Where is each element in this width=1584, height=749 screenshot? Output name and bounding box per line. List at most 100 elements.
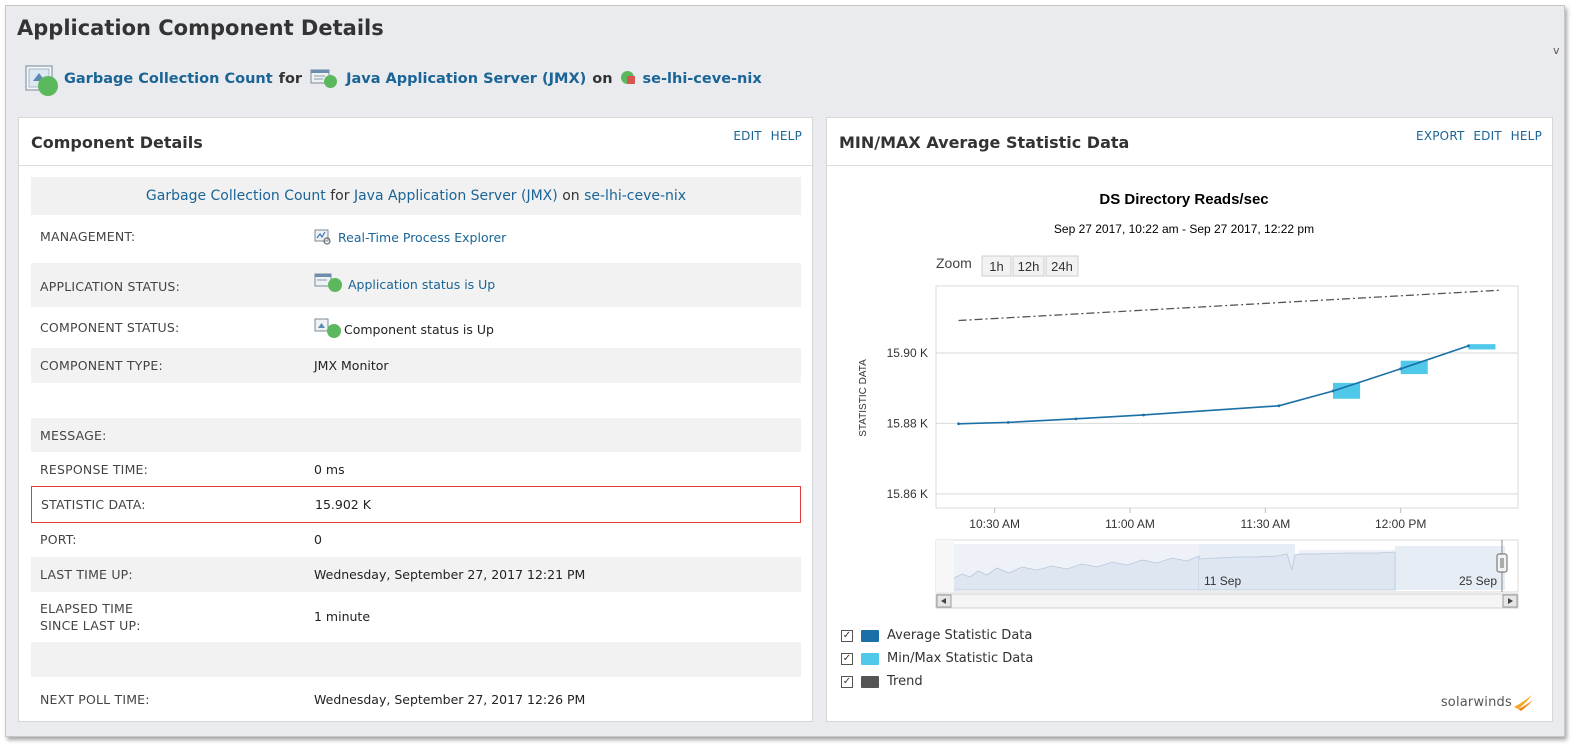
solarwinds-logo: solarwinds: [1441, 693, 1534, 711]
edit-button[interactable]: EDIT: [733, 129, 762, 143]
row-elapsed-time: ELAPSED TIME SINCE LAST UP: 1 minute: [31, 592, 801, 642]
grid-lines: [936, 352, 1518, 495]
export-button[interactable]: EXPORT: [1416, 129, 1465, 143]
legend-label: Min/Max Statistic Data: [887, 651, 1034, 666]
chart-subtitle: Sep 27 2017, 10:22 am - Sep 27 2017, 12:…: [1054, 222, 1314, 236]
application-status-icon: [314, 273, 344, 295]
row-value: 0: [314, 532, 322, 547]
row-value: Component status is Up: [314, 318, 494, 340]
help-button[interactable]: HELP: [1510, 129, 1542, 143]
zoom-label: Zoom: [936, 255, 972, 271]
chart-title: DS Directory Reads/sec: [1099, 191, 1268, 208]
breadcrumb: Garbage Collection Count for Java Applic…: [24, 62, 762, 96]
panel-header: MIN/MAX Average Statistic Data EXPORT ED…: [827, 118, 1552, 166]
row-next-poll-time: NEXT POLL TIME: Wednesday, September 27,…: [31, 677, 801, 717]
real-time-process-explorer-link[interactable]: Real-Time Process Explorer: [338, 229, 507, 245]
row-empty: [31, 642, 801, 677]
row-value: Wednesday, September 27, 2017 12:26 PM: [314, 692, 586, 707]
average-point: [1142, 413, 1145, 417]
row-value: 15.902 K: [315, 497, 371, 512]
panel-title: MIN/MAX Average Statistic Data: [839, 133, 1130, 152]
x-tick-label: 11:30 AM: [1240, 517, 1290, 531]
brand-wing-icon: [1514, 695, 1533, 711]
y-axis-label: STATISTIC DATA: [858, 359, 869, 437]
x-tick-label: 12:00 PM: [1375, 517, 1426, 531]
series-average: [957, 344, 1470, 426]
row-label: APPLICATION STATUS:: [40, 279, 180, 294]
row-message: MESSAGE:: [31, 418, 801, 452]
row-application-status: APPLICATION STATUS: Application status i…: [31, 263, 801, 307]
minmax-bar: [1333, 382, 1361, 399]
row-label: COMPONENT TYPE:: [40, 358, 163, 373]
chart-legend: ✓ Average Statistic Data ✓ Min/Max Stati…: [841, 624, 1033, 693]
row-value: JMX Monitor: [314, 358, 389, 373]
component-monitor-icon: [24, 64, 58, 96]
checkbox-icon[interactable]: ✓: [841, 675, 853, 688]
node-icon: [620, 69, 637, 89]
statistic-chart-panel: MIN/MAX Average Statistic Data EXPORT ED…: [826, 117, 1553, 722]
component-details-panel: Component Details EDIT HELP Garbage Coll…: [18, 117, 813, 722]
zoom-button-24h[interactable]: 24h: [1045, 255, 1079, 277]
x-tick-label: 10:30 AM: [969, 517, 1020, 531]
legend-item-minmax[interactable]: ✓ Min/Max Statistic Data: [841, 647, 1033, 670]
checkbox-icon[interactable]: ✓: [841, 652, 853, 665]
row-port: PORT: 0: [31, 523, 801, 557]
statistic-chart: DS Directory Reads/sec Sep 27 2017, 10:2…: [858, 191, 1519, 609]
row-response-time: RESPONSE TIME: 0 ms: [31, 452, 801, 486]
average-point: [957, 422, 960, 426]
panel-actions: EXPORT EDIT HELP: [1411, 129, 1542, 143]
summary-node-link[interactable]: se-lhi-ceve-nix: [584, 188, 687, 204]
application-link[interactable]: Java Application Server (JMX): [346, 71, 587, 87]
row-statistic-data: STATISTIC DATA: 15.902 K: [31, 486, 801, 523]
legend-swatch: [861, 629, 879, 642]
navigator-label: 25 Sep: [1459, 574, 1497, 588]
row-component-type: COMPONENT TYPE: JMX Monitor: [31, 348, 801, 383]
details-summary: Garbage Collection Count for Java Applic…: [31, 177, 801, 215]
edit-button[interactable]: EDIT: [1473, 129, 1502, 143]
legend-item-trend[interactable]: ✓ Trend: [841, 670, 1033, 693]
component-status-icon: [314, 318, 342, 340]
series-minmax: [1333, 344, 1496, 399]
row-label: MESSAGE:: [40, 428, 107, 443]
app-frame: Application Component Details v Garbage …: [5, 5, 1565, 737]
legend-swatch: [861, 675, 879, 688]
application-status-link[interactable]: Application status is Up: [348, 276, 496, 292]
average-point: [1006, 420, 1010, 424]
plot-area: [935, 285, 1519, 509]
checkbox-icon[interactable]: ✓: [841, 629, 853, 642]
legend-label: Average Statistic Data: [887, 628, 1033, 643]
row-label: PORT:: [40, 532, 77, 547]
row-value: 1 minute: [314, 609, 371, 624]
zoom-button-12h[interactable]: 12h: [1012, 255, 1045, 277]
y-tick-label: 15.90 K: [887, 346, 928, 360]
row-value: Wednesday, September 27, 2017 12:21 PM: [314, 567, 586, 582]
row-label: MANAGEMENT:: [40, 229, 136, 244]
page-title: Application Component Details: [17, 16, 384, 40]
component-link[interactable]: Garbage Collection Count: [64, 71, 273, 87]
row-last-time-up: LAST TIME UP: Wednesday, September 27, 2…: [31, 557, 801, 592]
minmax-bar: [1400, 360, 1428, 375]
node-link[interactable]: se-lhi-ceve-nix: [642, 71, 762, 87]
row-value: Real-Time Process Explorer: [314, 229, 506, 245]
panel-actions: EDIT HELP: [728, 129, 802, 143]
y-tick-label: 15.88 K: [887, 416, 928, 430]
on-text: on: [592, 71, 613, 87]
summary-application-link[interactable]: Java Application Server (JMX): [353, 188, 558, 204]
navigator-scrollbar[interactable]: [935, 593, 1519, 609]
row-value: 0 ms: [314, 462, 345, 477]
application-icon: [310, 69, 338, 89]
zoom-button-label: 1h: [989, 259, 1003, 274]
row-label-line2: SINCE LAST UP:: [40, 618, 141, 633]
row-value: Application status is Up: [314, 273, 495, 295]
row-label-line1: ELAPSED TIME: [40, 601, 134, 616]
time-navigator[interactable]: 11 Sep 25 Sep: [935, 539, 1519, 593]
legend-item-average[interactable]: ✓ Average Statistic Data: [841, 624, 1033, 647]
zoom-button-label: 24h: [1051, 259, 1073, 274]
help-button[interactable]: HELP: [770, 129, 802, 143]
summary-component-link[interactable]: Garbage Collection Count: [145, 188, 326, 204]
zoom-button-label: 12h: [1018, 259, 1040, 274]
panel-header: Component Details EDIT HELP: [19, 118, 812, 166]
average-point: [1466, 344, 1470, 348]
navigator-label: 11 Sep: [1204, 574, 1241, 588]
zoom-button-1h[interactable]: 1h: [981, 255, 1012, 277]
